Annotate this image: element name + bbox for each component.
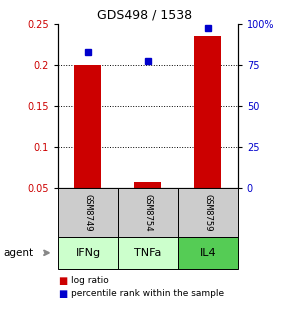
Text: GSM8749: GSM8749 [84,194,93,231]
Text: percentile rank within the sample: percentile rank within the sample [71,290,224,298]
Text: IFNg: IFNg [75,248,101,258]
Bar [194,36,221,188]
Text: agent: agent [3,248,33,258]
Text: ■: ■ [58,276,67,286]
Text: GSM8759: GSM8759 [203,194,212,231]
Text: IL4: IL4 [200,248,216,258]
Bar [134,181,161,188]
Bar [75,65,102,188]
Text: log ratio: log ratio [71,276,109,285]
Text: GSM8754: GSM8754 [143,194,153,231]
Text: GDS498 / 1538: GDS498 / 1538 [97,8,193,22]
Text: TNFa: TNFa [134,248,162,258]
Text: ■: ■ [58,289,67,299]
